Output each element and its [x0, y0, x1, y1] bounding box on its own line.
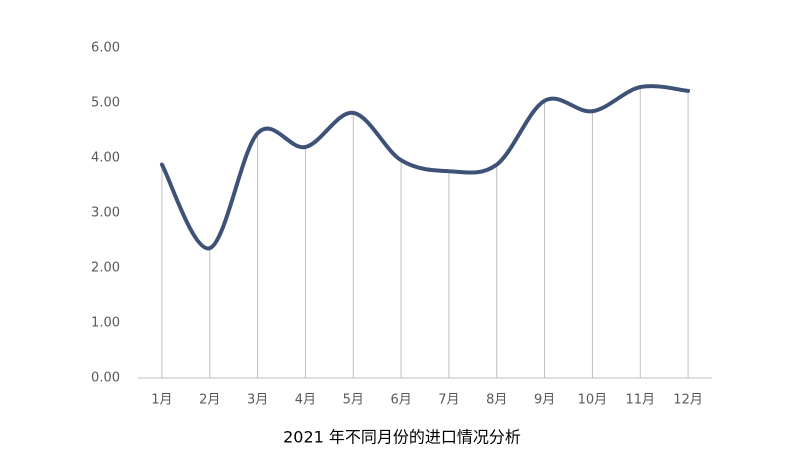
x-tick-label: 11月 [625, 393, 655, 408]
x-tick-label: 3月 [247, 393, 268, 408]
y-tick-label: 1.00 [91, 316, 120, 331]
chart-title: 2021 年不同月份的进口情况分析 [283, 428, 521, 447]
x-tick-label: 9月 [534, 393, 555, 408]
y-tick-label: 6.00 [91, 41, 120, 56]
x-tick-label: 2月 [199, 393, 220, 408]
y-tick-label: 3.00 [91, 206, 120, 221]
x-tick-label: 8月 [486, 393, 507, 408]
y-tick-label: 2.00 [91, 261, 120, 276]
data-line [159, 84, 691, 251]
x-tick-label: 6月 [390, 393, 411, 408]
y-tick-label: 4.00 [91, 151, 120, 166]
y-tick-label: 5.00 [91, 96, 120, 111]
x-tick-label: 4月 [295, 393, 316, 408]
x-tick-label: 5月 [343, 393, 364, 408]
x-tick-label: 7月 [438, 393, 459, 408]
x-tick-label: 1月 [151, 393, 172, 408]
x-tick-label: 12月 [673, 393, 703, 408]
x-tick-label: 10月 [578, 393, 608, 408]
y-tick-label: 0.00 [91, 371, 120, 386]
